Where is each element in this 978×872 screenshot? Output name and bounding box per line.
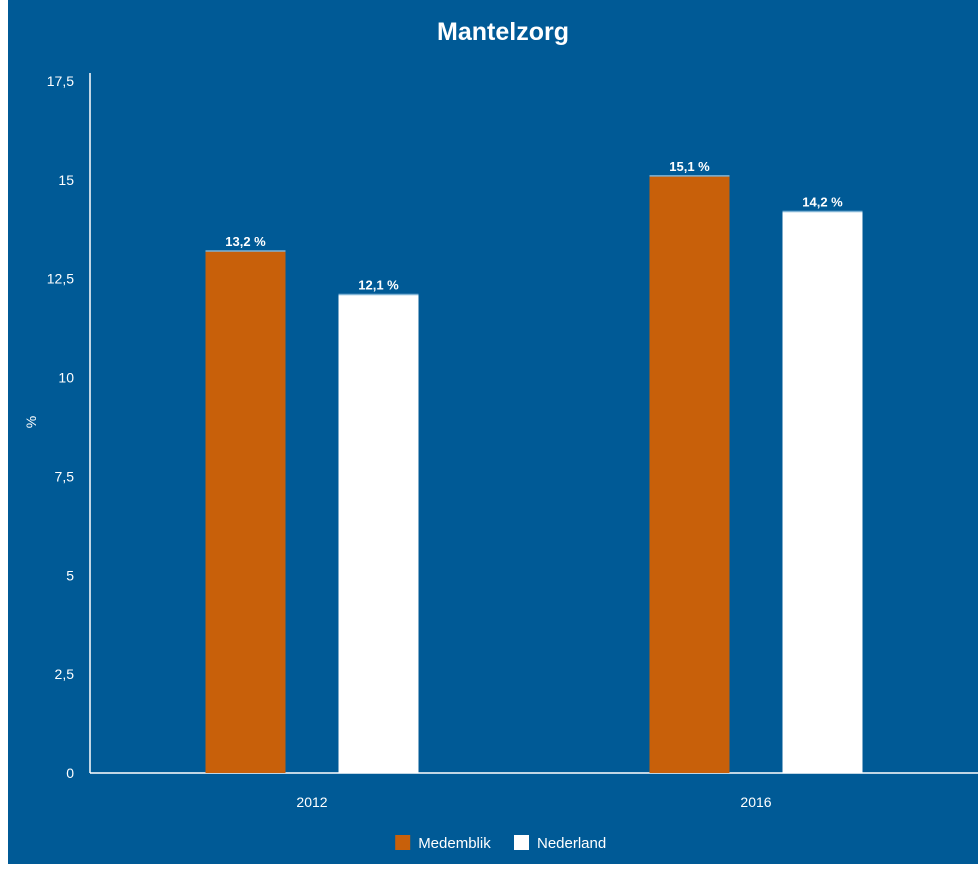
x-axis: 2012 2016 [90,772,978,810]
y-tick-label: 17,5 [47,73,74,89]
legend-label[interactable]: Nederland [537,835,606,852]
y-axis-label: % [23,416,39,428]
bar[interactable] [649,175,730,774]
y-tick-label: 7,5 [55,468,75,484]
bars [205,175,863,774]
bar[interactable] [205,251,286,773]
x-tick-label: 2016 [740,794,771,810]
data-label: 13,2 % [225,234,266,249]
legend: Medemblik Nederland [395,835,606,852]
bar[interactable] [338,294,419,773]
legend-swatch[interactable] [395,835,411,850]
legend-swatch[interactable] [514,835,529,850]
chart-title: Mantelzorg [437,18,569,46]
bar[interactable] [782,211,863,773]
y-tick-label: 0 [66,765,74,781]
y-axis: 0 2,5 5 7,5 10 12,5 15 17,5 [47,73,91,781]
data-label: 12,1 % [358,278,399,293]
y-tick-label: 15 [58,172,74,188]
data-label: 14,2 % [802,194,843,209]
x-tick-label: 2012 [296,794,327,810]
data-label: 15,1 % [669,159,710,174]
y-tick-label: 5 [66,567,74,583]
data-labels: 13,2 % 12,1 % 15,1 % 14,2 % [225,159,843,293]
legend-label[interactable]: Medemblik [418,835,491,852]
y-tick-label: 2,5 [55,666,75,682]
chart-container: Mantelzorg % 0 2,5 5 7,5 10 12,5 15 17,5 2012 20… [8,0,978,864]
y-tick-label: 12,5 [47,271,74,287]
y-tick-label: 10 [58,370,74,386]
